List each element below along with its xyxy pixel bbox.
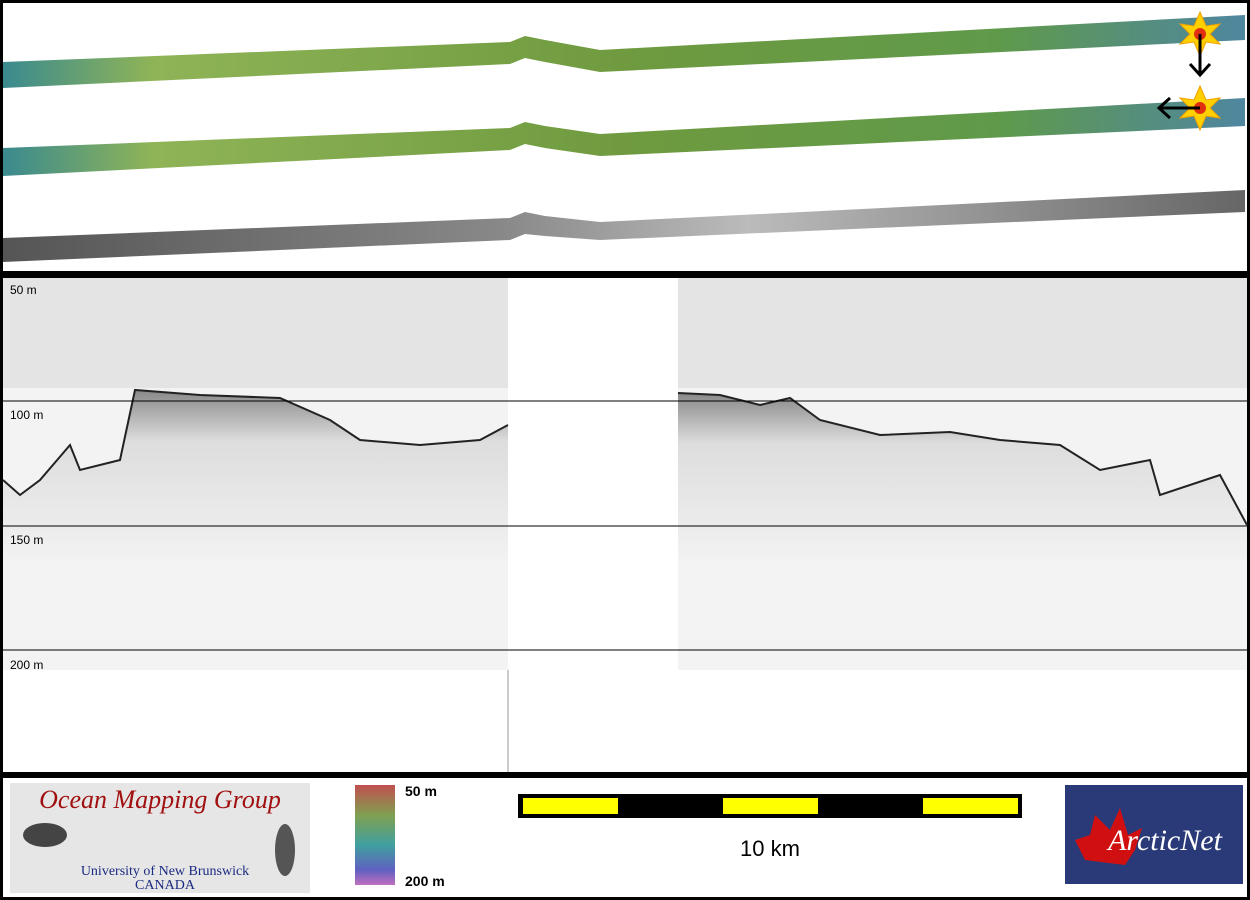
backscatter-swath [3,190,1245,262]
scale-segment [923,798,1018,814]
depth-label: 200 m [10,658,43,672]
bathymetry-swath [3,15,1245,88]
maple-leaf [1075,808,1142,865]
depth-label: 50 m [10,283,37,297]
depth-label: 100 m [10,408,43,422]
seafloor [2,388,509,497]
scale-label: 10 km [740,836,800,861]
logo-country: CANADA [135,878,196,893]
logo-graphic [275,824,295,876]
scale-segment [723,798,818,814]
direction-markers [1156,10,1222,132]
depth-label: 150 m [10,533,43,547]
water-column [678,278,1247,388]
seafloor [677,392,1248,526]
sub-bottom [678,393,1247,560]
bathymetry-swath [3,98,1245,176]
colorbar-label: 50 m [405,783,437,799]
logo-graphic [23,823,67,847]
colorbar [355,785,395,885]
colorbar-label: 200 m [405,873,445,889]
depth-lines [3,400,1247,651]
logo-title: Ocean Mapping Group [39,785,281,814]
sub-bottom [3,390,508,560]
water-column [3,278,508,388]
scale-segment [523,798,618,814]
logo-title: ArcticNet [1106,824,1223,857]
logo-subtitle: University of New Brunswick [81,864,249,879]
